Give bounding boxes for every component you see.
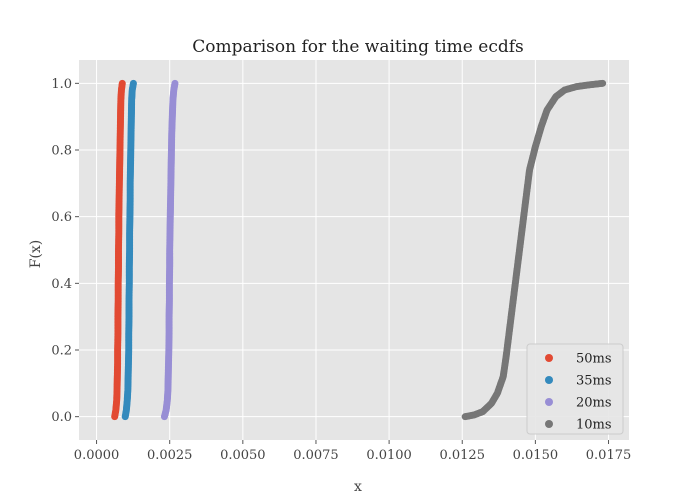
legend-box bbox=[526, 343, 624, 435]
x-tick-label: 0.0075 bbox=[293, 448, 339, 463]
legend: 50ms 35ms 20ms 10ms bbox=[526, 343, 624, 435]
chart-title: Comparison for the waiting time ecdfs bbox=[192, 37, 524, 57]
legend-marker bbox=[545, 420, 553, 428]
legend-marker bbox=[545, 398, 553, 406]
y-tick-label: 0.4 bbox=[51, 277, 72, 292]
y-tick-label: 0.6 bbox=[51, 210, 72, 225]
legend-label: 20ms bbox=[576, 396, 612, 411]
legend-label: 50ms bbox=[576, 352, 612, 367]
y-axis-label: F(x) bbox=[28, 240, 44, 269]
series-20ms bbox=[160, 79, 179, 421]
x-tick-label: 0.0125 bbox=[439, 448, 485, 463]
x-tick-label: 0.0100 bbox=[366, 448, 412, 463]
data-points bbox=[111, 79, 607, 421]
series-35ms bbox=[121, 79, 137, 421]
legend-marker bbox=[545, 376, 553, 384]
y-tick-label: 0.2 bbox=[51, 344, 72, 359]
data-point bbox=[118, 79, 126, 87]
data-point bbox=[129, 79, 137, 87]
series-50ms bbox=[111, 79, 126, 421]
axis-ticks: 0.0000 0.0025 0.0050 0.0075 0.0100 0.0125 0.01… bbox=[51, 77, 631, 463]
legend-marker bbox=[545, 354, 553, 362]
y-tick-label: 0.0 bbox=[51, 410, 72, 425]
x-tick-label: 0.0000 bbox=[74, 448, 120, 463]
x-tick-label: 0.0050 bbox=[220, 448, 266, 463]
x-tick-label: 0.0025 bbox=[147, 448, 193, 463]
x-tick-label: 0.0150 bbox=[513, 448, 559, 463]
x-axis-label: x bbox=[354, 479, 362, 495]
legend-label: 35ms bbox=[576, 374, 612, 389]
y-tick-label: 0.8 bbox=[51, 144, 72, 159]
x-tick-label: 0.0175 bbox=[586, 448, 632, 463]
data-point bbox=[171, 79, 179, 87]
y-tick-label: 1.0 bbox=[51, 77, 72, 92]
series-10ms bbox=[461, 79, 607, 421]
legend-label: 10ms bbox=[576, 418, 612, 433]
data-point bbox=[599, 79, 607, 87]
